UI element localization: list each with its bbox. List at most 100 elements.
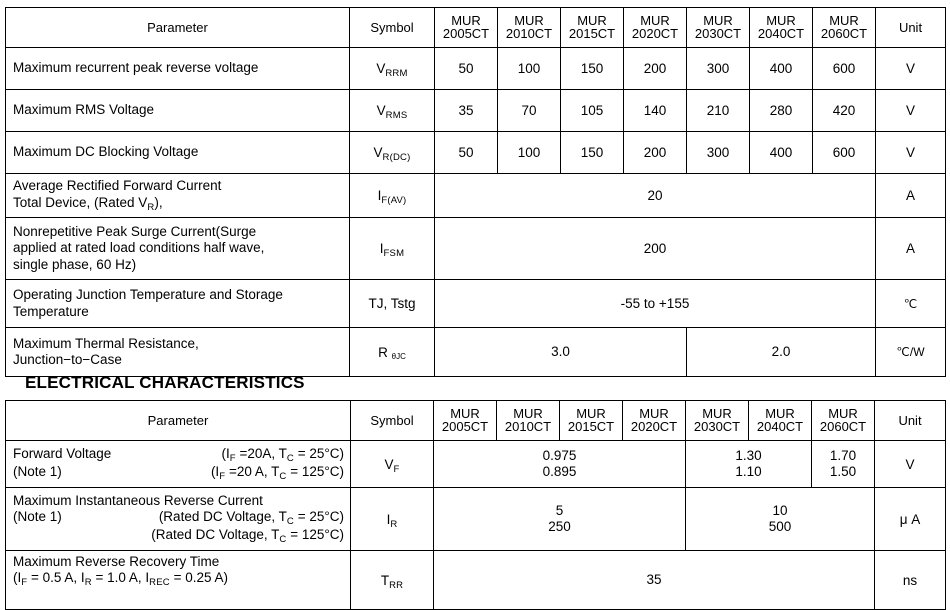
part-number: 2015CT <box>567 419 615 434</box>
part-number: 2005CT <box>442 26 490 41</box>
parameter-cell: Maximum recurrent peak reverse voltage <box>5 47 350 90</box>
unit-cell: V <box>875 131 946 174</box>
merged-value-cell: 20 <box>434 173 876 218</box>
value-line: 0.895 <box>542 464 577 479</box>
part-number: 2020CT <box>630 419 678 434</box>
value-cell: 100 <box>497 47 561 90</box>
symbol-cell: R θJC <box>349 327 435 377</box>
merged-value-cell-group2: 10 500 <box>685 487 875 551</box>
header-part-mur2040ct: MUR 2040CT <box>748 400 812 441</box>
symbol-cell: TRR <box>350 550 434 610</box>
parameter-text: Total Device, (Rated V <box>13 194 148 210</box>
part-number: 2015CT <box>568 26 616 41</box>
merged-value-cell: -55 to +155 <box>434 279 876 328</box>
part-prefix: MUR <box>576 406 606 421</box>
header-parameter: Parameter <box>5 7 350 48</box>
value-cell: 300 <box>686 131 750 174</box>
merged-value-cell-right: 2.0 <box>686 327 876 377</box>
part-prefix: MUR <box>640 13 670 28</box>
unit-cell: V <box>875 89 946 132</box>
value-cell: 600 <box>812 47 876 90</box>
parameter-note: (Note 1) <box>13 464 62 479</box>
part-number: 2010CT <box>505 26 553 41</box>
table-row: Maximum Thermal Resistance, Junction−to−… <box>5 327 946 377</box>
merged-value-cell-group1: 5 250 <box>433 487 686 551</box>
parameter-text: ), <box>154 194 163 210</box>
part-prefix: MUR <box>766 13 796 28</box>
parameter-line: Maximum Instantaneous Reverse Current <box>13 493 263 508</box>
datasheet-page: Parameter Symbol MUR 2005CT MUR 2010CT M… <box>5 7 946 610</box>
value-line: 1.10 <box>735 464 762 479</box>
table-row: Maximum RMS Voltage VRMS 35 70 105 140 2… <box>5 89 946 132</box>
condition-text: (Rated DC Voltage, TC = 25°C) <box>158 509 344 527</box>
table-row: Operating Junction Temperature and Stora… <box>5 279 946 328</box>
parameter-cell: Forward Voltage (IF =20A, TC = 25°C) (No… <box>5 440 351 488</box>
unit-cell: V <box>874 440 946 488</box>
parameter-note: (Note 1) <box>13 509 62 524</box>
table-row: Average Rectified Forward Current Total … <box>5 173 946 218</box>
parameter-cell: Maximum RMS Voltage <box>5 89 350 132</box>
parameter-cell: Maximum Reverse Recovery Time (IF = 0.5 … <box>5 550 351 610</box>
parameter-line: Nonrepetitive Peak Surge Current(Surge <box>13 223 257 239</box>
value-cell: 50 <box>434 131 498 174</box>
unit-cell: A <box>875 217 946 280</box>
part-number: 2060CT <box>819 419 867 434</box>
value-cell: 35 <box>434 89 498 132</box>
symbol-subscript: R <box>390 518 398 530</box>
symbol-subscript: RRM <box>385 68 408 79</box>
table-row: Maximum DC Blocking Voltage VR(DC) 50 10… <box>5 131 946 174</box>
merged-value-cell: 200 <box>434 217 876 280</box>
header-part-mur2010ct: MUR 2010CT <box>496 400 560 441</box>
part-number: 2030CT <box>694 26 742 41</box>
part-number: 2010CT <box>504 419 552 434</box>
value-cell: 200 <box>623 131 687 174</box>
value-cell: 200 <box>623 47 687 90</box>
value-cell: 420 <box>812 89 876 132</box>
electrical-characteristics-table-wrapper: Parameter Symbol MUR 2005CT MUR 2010CT M… <box>5 400 946 610</box>
merged-value-cell-group1: 0.975 0.895 <box>433 440 686 488</box>
maximum-ratings-table: Parameter Symbol MUR 2005CT MUR 2010CT M… <box>5 7 946 377</box>
symbol-base: I <box>377 188 382 203</box>
parameter-line: Junction−to−Case <box>13 352 122 367</box>
header-part-mur2030ct: MUR 2030CT <box>686 7 750 48</box>
symbol-subscript: R(DC) <box>382 152 411 163</box>
header-part-mur2030ct: MUR 2030CT <box>685 400 749 441</box>
parameter-cell: Operating Junction Temperature and Stora… <box>5 279 350 328</box>
part-prefix: MUR <box>829 13 859 28</box>
parameter-condition-line: (Note 1) (IF =20 A, TC = 125°C) <box>13 464 350 482</box>
header-part-mur2020ct: MUR 2020CT <box>622 400 686 441</box>
header-part-mur2060ct: MUR 2060CT <box>811 400 875 441</box>
symbol-subscript: F <box>393 463 400 475</box>
condition-text: (IF =20A, TC = 25°C) <box>221 446 344 464</box>
part-prefix: MUR <box>450 406 480 421</box>
merged-value-cell-left: 3.0 <box>434 327 687 377</box>
symbol-base: V <box>373 145 383 160</box>
table-row: Maximum recurrent peak reverse voltage V… <box>5 47 946 90</box>
part-prefix: MUR <box>703 13 733 28</box>
value-cell: 280 <box>749 89 813 132</box>
merged-value-cell: 35 <box>433 550 875 610</box>
electrical-characteristics-table: Parameter Symbol MUR 2005CT MUR 2010CT M… <box>5 400 946 610</box>
value-line: 10 <box>772 503 788 518</box>
parameter-subscript: R <box>147 201 155 213</box>
parameter-cell: Maximum Thermal Resistance, Junction−to−… <box>5 327 350 377</box>
value-cell: 70 <box>497 89 561 132</box>
merged-value-cell-group2: 1.30 1.10 <box>685 440 812 488</box>
symbol-cell: IF(AV) <box>349 173 435 218</box>
parameter-line: Maximum Reverse Recovery Time <box>13 554 220 569</box>
header-part-mur2010ct: MUR 2010CT <box>497 7 561 48</box>
symbol-subscript: F(AV) <box>381 195 407 206</box>
header-symbol: Symbol <box>350 400 434 441</box>
part-prefix: MUR <box>828 406 858 421</box>
symbol-base: V <box>384 456 394 472</box>
unit-cell: ℃ <box>875 279 946 328</box>
symbol-base: V <box>376 103 386 118</box>
header-part-mur2015ct: MUR 2015CT <box>560 7 624 48</box>
table-row: Maximum Instantaneous Reverse Current (N… <box>5 487 946 551</box>
symbol-cell: IR <box>350 487 434 551</box>
table-header-row: Parameter Symbol MUR 2005CT MUR 2010CT M… <box>5 7 946 48</box>
unit-cell: V <box>875 47 946 90</box>
part-number: 2040CT <box>757 26 805 41</box>
value-cell: 105 <box>560 89 624 132</box>
header-unit: Unit <box>875 7 946 48</box>
